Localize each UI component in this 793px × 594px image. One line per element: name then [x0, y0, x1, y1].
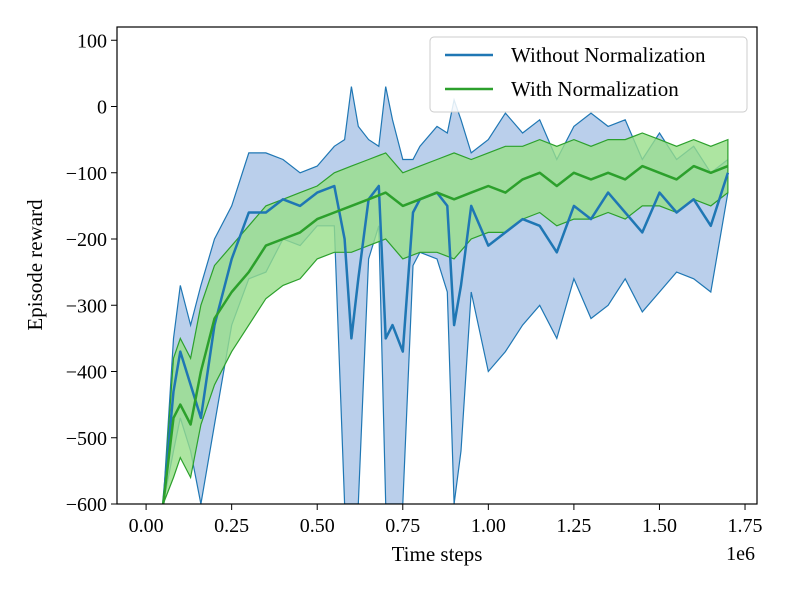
y-tick-label: −500 — [66, 428, 107, 450]
x-tick-label: 1.00 — [471, 515, 506, 537]
y-tick-label: −400 — [66, 362, 107, 384]
x-axis: 0.00 0.25 0.50 0.75 1.00 1.25 1.50 1.75 — [129, 504, 763, 537]
y-axis: −600 −500 −400 −300 −200 −100 0 100 — [66, 30, 117, 516]
y-tick-label: −600 — [66, 494, 107, 516]
legend-label-with-normalization: With Normalization — [511, 77, 679, 101]
line-without-normalization — [161, 172, 730, 504]
legend: Without Normalization With Normalization — [429, 36, 748, 113]
x-tick-label: 0.00 — [129, 515, 164, 537]
y-axis-label: Episode reward — [23, 199, 47, 331]
y-tick-label: −300 — [66, 295, 107, 317]
confidence-bands — [162, 86, 729, 504]
plot-frame — [116, 26, 758, 505]
x-tick-label: 1.50 — [642, 515, 677, 537]
x-axis-label: Time steps — [392, 542, 483, 566]
series-lines — [161, 164, 730, 504]
y-tick-label: 0 — [97, 97, 107, 119]
legend-label-without-normalization: Without Normalization — [511, 43, 706, 67]
x-tick-label: 0.50 — [300, 515, 335, 537]
y-tick-label: −100 — [66, 163, 107, 185]
x-tick-label: 0.75 — [385, 515, 420, 537]
legend-box — [429, 36, 748, 113]
x-tick-label: 1.25 — [556, 515, 591, 537]
line-with-normalization — [161, 164, 729, 504]
x-scale-offset-label: 1e6 — [726, 543, 755, 565]
x-tick-label: 0.25 — [214, 515, 249, 537]
y-tick-label: 100 — [77, 30, 107, 52]
y-tick-label: −200 — [66, 229, 107, 251]
x-tick-label: 1.75 — [728, 515, 763, 537]
